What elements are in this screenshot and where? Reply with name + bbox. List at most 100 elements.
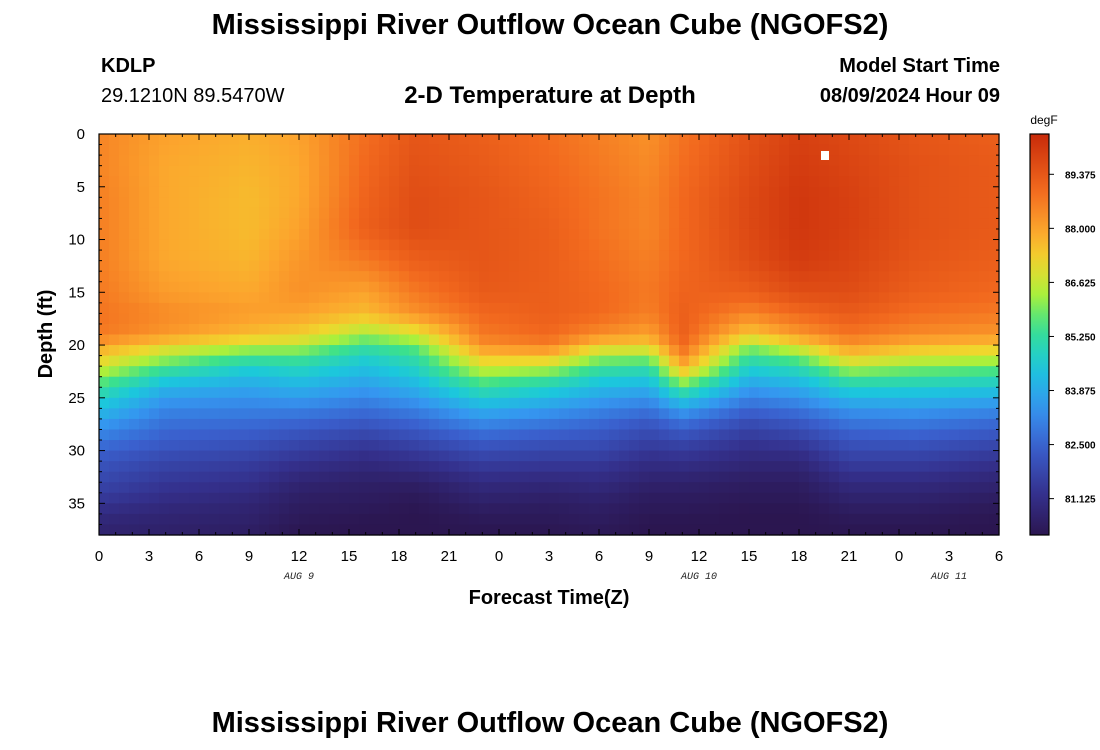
heatmap-cell bbox=[549, 218, 560, 230]
heatmap-cell bbox=[179, 376, 190, 388]
heatmap-cell bbox=[389, 397, 400, 409]
heatmap-cell bbox=[219, 524, 230, 536]
heatmap-cell bbox=[139, 144, 150, 156]
heatmap-cell bbox=[949, 186, 960, 198]
heatmap-cell bbox=[509, 281, 520, 293]
heatmap-cell bbox=[709, 408, 720, 420]
heatmap-cell bbox=[679, 524, 690, 536]
heatmap-cell bbox=[699, 176, 710, 188]
heatmap-cell bbox=[549, 334, 560, 346]
heatmap-cell bbox=[519, 250, 530, 262]
heatmap-cell bbox=[479, 366, 490, 378]
heatmap-cell bbox=[139, 334, 150, 346]
heatmap-cell bbox=[289, 239, 300, 251]
heatmap-cell bbox=[559, 239, 570, 251]
heatmap-cell bbox=[369, 418, 380, 431]
heatmap-cell bbox=[429, 281, 440, 293]
heatmap-cell bbox=[119, 429, 130, 441]
heatmap-cell bbox=[279, 186, 290, 198]
heatmap-cell bbox=[969, 524, 980, 536]
heatmap-cell bbox=[829, 292, 840, 304]
heatmap-cell bbox=[529, 155, 540, 167]
heatmap-cell bbox=[809, 355, 820, 367]
heatmap-cell bbox=[739, 334, 750, 346]
heatmap-cell bbox=[629, 440, 640, 452]
heatmap-cell bbox=[149, 366, 160, 378]
heatmap-cell bbox=[689, 228, 700, 241]
heatmap-cell bbox=[509, 429, 520, 441]
heatmap-cell bbox=[479, 281, 490, 293]
heatmap-cell bbox=[299, 503, 310, 515]
heatmap-cell bbox=[519, 503, 530, 515]
heatmap-cell bbox=[789, 492, 800, 504]
heatmap-cell bbox=[439, 524, 450, 536]
heatmap-cell bbox=[439, 366, 450, 378]
heatmap-cell bbox=[849, 197, 860, 209]
heatmap-cell bbox=[639, 492, 650, 504]
heatmap-cell bbox=[379, 408, 390, 420]
heatmap-cell bbox=[299, 387, 310, 399]
heatmap-cell bbox=[359, 471, 370, 483]
heatmap-cell bbox=[129, 355, 140, 367]
heatmap-cell bbox=[689, 408, 700, 420]
heatmap-cell bbox=[309, 450, 320, 462]
heatmap-cell bbox=[739, 440, 750, 452]
heatmap-cell bbox=[379, 503, 390, 515]
heatmap-cell bbox=[949, 387, 960, 399]
heatmap-cell bbox=[209, 513, 220, 526]
heatmap-cell bbox=[829, 366, 840, 378]
heatmap-cell bbox=[259, 334, 270, 346]
heatmap-cell bbox=[329, 207, 340, 220]
heatmap-cell bbox=[469, 323, 480, 336]
heatmap-cell bbox=[539, 408, 550, 420]
heatmap-cell bbox=[669, 418, 680, 431]
heatmap-cell bbox=[129, 239, 140, 251]
heatmap-cell bbox=[189, 408, 200, 420]
heatmap-cell bbox=[719, 397, 730, 409]
heatmap-cell bbox=[829, 482, 840, 494]
heatmap-cell bbox=[609, 366, 620, 378]
heatmap-cell bbox=[639, 176, 650, 188]
heatmap-cell bbox=[789, 418, 800, 431]
heatmap-cell bbox=[969, 218, 980, 230]
heatmap-cell bbox=[139, 418, 150, 431]
heatmap-cell bbox=[299, 513, 310, 526]
heatmap-cell bbox=[309, 376, 320, 388]
heatmap-cell bbox=[979, 197, 990, 209]
heatmap-cell bbox=[539, 281, 550, 293]
heatmap-cell bbox=[959, 482, 970, 494]
heatmap-cell bbox=[129, 387, 140, 399]
heatmap-cell bbox=[719, 492, 730, 504]
heatmap-cell bbox=[309, 176, 320, 188]
heatmap-cell bbox=[749, 323, 760, 336]
x-tick-label: 6 bbox=[995, 548, 1003, 565]
heatmap-cell bbox=[219, 302, 230, 314]
heatmap-cell bbox=[339, 440, 350, 452]
heatmap-cell bbox=[179, 197, 190, 209]
heatmap-cell bbox=[159, 503, 170, 515]
heatmap-cell bbox=[969, 513, 980, 526]
heatmap-cell bbox=[139, 271, 150, 283]
heatmap-cell bbox=[599, 292, 610, 304]
heatmap-cell bbox=[359, 345, 370, 357]
heatmap-cell bbox=[769, 387, 780, 399]
heatmap-cell bbox=[359, 440, 370, 452]
heatmap-cell bbox=[339, 355, 350, 367]
heatmap-cell bbox=[759, 345, 770, 357]
heatmap-cell bbox=[519, 239, 530, 251]
heatmap-cell bbox=[599, 503, 610, 515]
heatmap-cell bbox=[879, 313, 890, 325]
heatmap-cell bbox=[779, 186, 790, 198]
heatmap-cell bbox=[249, 408, 260, 420]
heatmap-cell bbox=[919, 387, 930, 399]
heatmap-cell bbox=[289, 461, 300, 473]
heatmap-cell bbox=[529, 302, 540, 314]
heatmap-cell bbox=[889, 503, 900, 515]
heatmap-cell bbox=[489, 207, 500, 220]
heatmap-cell bbox=[919, 271, 930, 283]
heatmap-cell bbox=[189, 492, 200, 504]
heatmap-cell bbox=[909, 376, 920, 388]
heatmap-cell bbox=[409, 176, 420, 188]
heatmap-cell bbox=[559, 292, 570, 304]
heatmap-cell bbox=[399, 302, 410, 314]
